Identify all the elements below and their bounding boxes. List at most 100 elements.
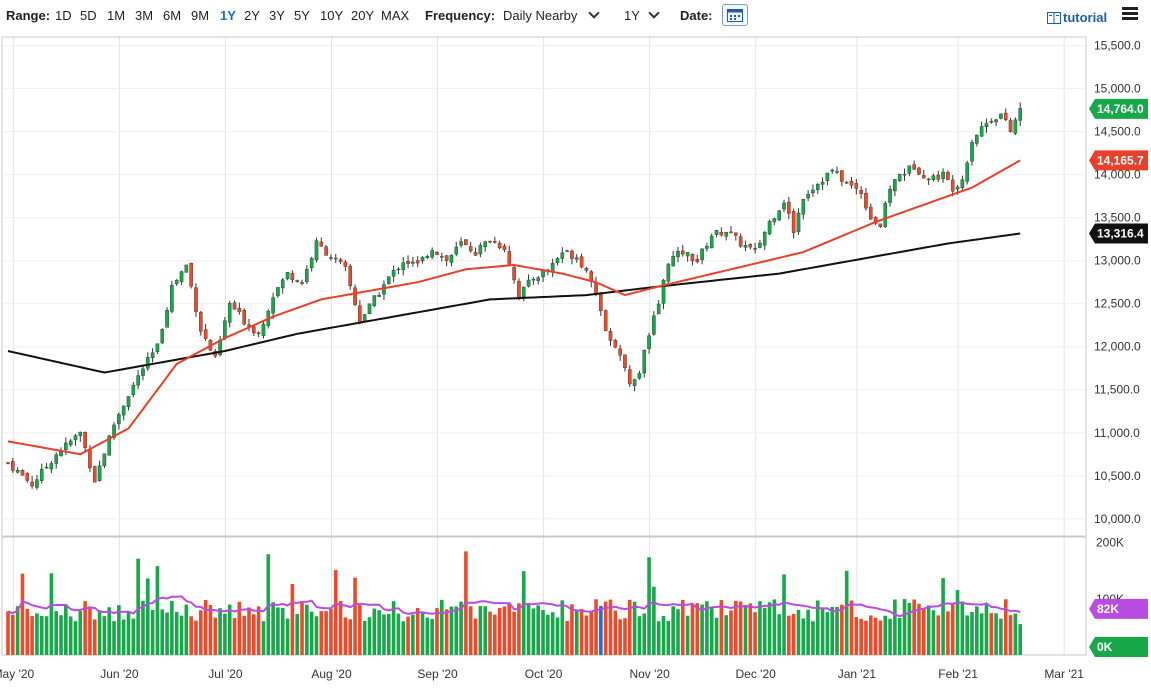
price-chart[interactable]: May '20 Jun '20 Jul '20 Aug '20 Sep '20 Oct '… xyxy=(0,32,1151,690)
volume-bar xyxy=(753,612,757,655)
candle xyxy=(844,181,849,184)
candle xyxy=(970,141,974,162)
candle xyxy=(642,350,647,374)
volume-bar xyxy=(459,601,463,655)
volume-bar xyxy=(280,607,285,655)
volume-bar xyxy=(719,600,724,655)
x-tick-label: Jan '21 xyxy=(838,667,877,681)
candle xyxy=(647,335,651,349)
volume-bar xyxy=(705,601,709,655)
volume-bar xyxy=(184,604,189,655)
candle xyxy=(922,175,926,179)
volume-bar xyxy=(970,612,974,655)
volume-bar xyxy=(859,618,863,655)
candle xyxy=(141,368,145,376)
volume-bar xyxy=(150,609,155,655)
axes: May '20 Jun '20 Jul '20 Aug '20 Sep '20 Oct '… xyxy=(0,39,1141,681)
volume-bar xyxy=(372,608,377,655)
range-button-1y[interactable]: 1Y xyxy=(220,8,236,23)
volume-bar xyxy=(806,609,810,655)
last-price-tag: 14,764.0 xyxy=(1089,98,1148,119)
volume-bar xyxy=(11,614,15,655)
volume-bar xyxy=(252,614,256,655)
volume-bar xyxy=(902,599,907,655)
y-tick-label: 12,500.0 xyxy=(1094,297,1141,311)
volume-bar xyxy=(835,606,839,655)
candle xyxy=(888,188,892,203)
candle xyxy=(117,414,121,425)
range-button-max[interactable]: MAX xyxy=(381,8,410,23)
candle xyxy=(521,286,526,298)
volume-bar xyxy=(989,613,994,655)
candle xyxy=(830,169,835,172)
volume-bar xyxy=(965,615,969,655)
x-tick-label: Nov '20 xyxy=(629,667,670,681)
candle xyxy=(362,314,367,322)
volume-bar xyxy=(570,604,574,655)
volume-bar xyxy=(960,601,965,655)
volume-bar xyxy=(690,604,695,655)
range-button-2y[interactable]: 2Y xyxy=(244,8,260,23)
volume-bar xyxy=(695,603,700,655)
candle xyxy=(652,315,656,335)
range-button-5y[interactable]: 5Y xyxy=(294,8,310,23)
calendar-icon[interactable] xyxy=(722,4,748,26)
candle xyxy=(705,246,709,249)
range-button-10y[interactable]: 10Y xyxy=(320,8,344,23)
frequency-dropdown[interactable]: Daily Nearby xyxy=(503,8,578,23)
volume-bar xyxy=(936,615,941,655)
volume-last-tag-value: 0K xyxy=(1097,640,1113,654)
period-dropdown[interactable]: 1Y xyxy=(624,8,640,23)
candle xyxy=(295,280,300,282)
price-pane xyxy=(1,36,1087,537)
volume-bar xyxy=(849,600,854,655)
candlesticks xyxy=(6,102,1022,490)
volume-bar xyxy=(367,617,372,655)
volume-bar xyxy=(883,615,888,655)
volume-bar xyxy=(136,558,140,655)
volume-bar xyxy=(97,610,102,655)
volume-bar xyxy=(724,615,728,655)
candle xyxy=(787,201,791,214)
volume-bar xyxy=(594,599,598,655)
range-button-1m[interactable]: 1M xyxy=(107,8,126,23)
chevron-down-icon[interactable] xyxy=(588,7,600,19)
candle xyxy=(960,179,965,188)
tutorial-link[interactable]: tutorial xyxy=(1063,10,1108,25)
candle xyxy=(681,250,685,255)
volume-bar xyxy=(854,617,859,655)
x-tick-label: Mar '21 xyxy=(1044,667,1084,681)
volume-bar xyxy=(300,602,304,655)
candle xyxy=(271,297,275,314)
y-tick-label: 13,000.0 xyxy=(1094,254,1141,268)
volume-bar xyxy=(758,601,762,655)
volume-bar xyxy=(473,618,478,655)
range-button-1d[interactable]: 1D xyxy=(55,8,72,23)
volume-bar xyxy=(478,606,483,655)
volume-bar xyxy=(734,600,738,655)
candle xyxy=(917,167,921,175)
volume-bar xyxy=(541,609,545,655)
candle xyxy=(999,113,1003,119)
volume-bar xyxy=(329,608,333,655)
tutorial-icon[interactable] xyxy=(1047,12,1061,27)
chevron-down-icon[interactable] xyxy=(648,7,660,19)
volume-bar xyxy=(391,601,396,655)
volume-bar xyxy=(743,604,748,655)
range-button-3m[interactable]: 3M xyxy=(135,8,154,23)
candle xyxy=(656,303,661,315)
volume-bar xyxy=(637,616,642,655)
volume-bar xyxy=(324,611,328,655)
range-button-9m[interactable]: 9M xyxy=(191,8,210,23)
x-tick-label: Sep '20 xyxy=(417,667,458,681)
hamburger-menu-icon[interactable] xyxy=(1122,7,1138,21)
range-button-6m[interactable]: 6M xyxy=(163,8,182,23)
range-button-5d[interactable]: 5D xyxy=(80,8,97,23)
candle xyxy=(324,246,328,256)
range-button-3y[interactable]: 3Y xyxy=(269,8,285,23)
volume-bar xyxy=(131,618,136,655)
candle xyxy=(936,174,941,180)
range-button-20y[interactable]: 20Y xyxy=(351,8,375,23)
volume-bar xyxy=(155,566,160,655)
y-tick-label: 11,500.0 xyxy=(1094,383,1140,397)
